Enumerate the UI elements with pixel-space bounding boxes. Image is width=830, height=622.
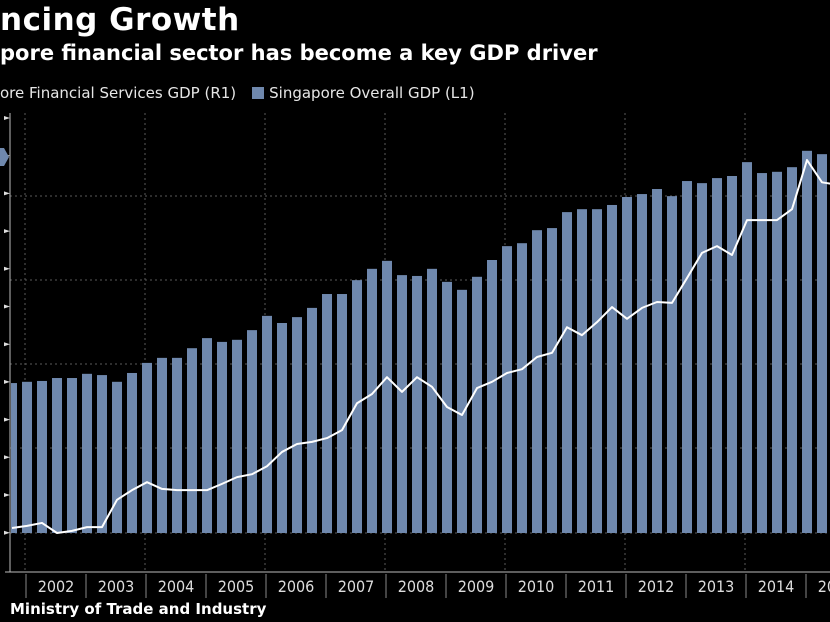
bar-2012Q3 — [652, 189, 662, 533]
bar-2013Q3 — [712, 178, 722, 533]
bar-2002Q4 — [67, 378, 77, 533]
x-tick-label: 2002 — [38, 577, 75, 596]
chart-title: ncing Growth — [0, 2, 240, 38]
legend-item-overall-gdp: Singapore Overall GDP (L1) — [269, 84, 475, 102]
x-tick-label: 2008 — [398, 577, 435, 596]
y-axis-tick — [4, 116, 10, 120]
x-tick-label: 2005 — [218, 577, 255, 596]
bar-2002Q3 — [52, 378, 62, 533]
x-tick-label: 2013 — [698, 577, 735, 596]
bar-2010Q3 — [532, 230, 542, 533]
y-axis-tick — [4, 530, 10, 535]
y-axis-tick — [4, 493, 10, 497]
legend: ore Financial Services GDP (R1) Singapor… — [0, 84, 475, 102]
bar-2010Q1 — [502, 246, 512, 533]
bar-2008Q3 — [412, 275, 422, 533]
chart-svg: 2002 2003 2004 2005 2006 2007 2008 2009 2010 2011… — [0, 113, 830, 598]
bar-2005Q2 — [217, 341, 227, 533]
bar-2015Q1 — [802, 150, 812, 534]
y-axis-tick — [4, 417, 10, 422]
bar-2010Q2 — [517, 243, 527, 533]
y-axis-tick — [4, 379, 10, 384]
last-value-marker-icon — [0, 148, 9, 166]
y-axis-tick — [4, 266, 10, 271]
line-financial-services-gdp — [11, 159, 830, 534]
bar-2008Q1 — [382, 260, 392, 533]
bar-2014Q3 — [772, 171, 782, 534]
axes — [0, 113, 830, 573]
bar-2005Q4 — [247, 330, 257, 533]
legend-item-financial-services: ore Financial Services GDP (R1) — [0, 84, 237, 102]
x-tick-label: 2004 — [158, 577, 195, 596]
x-tick-label: 2006 — [278, 577, 315, 596]
y-axis-tick — [4, 229, 10, 234]
bar-2014Q1 — [742, 162, 752, 533]
bar-2013Q4 — [727, 176, 737, 533]
y-axis-tick — [4, 342, 10, 347]
bar-2001Q4 — [11, 383, 17, 533]
bar-2009Q4 — [487, 260, 497, 533]
bar-2012Q1 — [622, 197, 632, 533]
bar-2013Q2 — [697, 183, 707, 533]
bar-2009Q3 — [472, 276, 482, 533]
bar-2010Q4 — [547, 228, 557, 533]
bar-2005Q1 — [202, 338, 212, 533]
bar-2002Q1 — [22, 381, 32, 533]
bar-2003Q3 — [112, 381, 122, 533]
bar-2006Q1 — [262, 315, 272, 533]
bar-2003Q2 — [97, 375, 107, 533]
bar-2011Q1 — [562, 212, 572, 533]
bar-2012Q4 — [667, 196, 677, 533]
bar-2011Q2 — [577, 209, 587, 533]
bar-2007Q4 — [367, 268, 377, 533]
bar-2012Q2 — [637, 194, 647, 533]
x-tick-label: 2007 — [338, 577, 375, 596]
bar-2011Q3 — [592, 209, 602, 533]
x-tick-label: 2015 — [818, 577, 830, 596]
bar-2009Q2 — [457, 289, 467, 533]
bar-2002Q2 — [37, 380, 47, 533]
bar-2006Q2 — [277, 323, 287, 533]
x-axis-labels: 2002 2003 2004 2005 2006 2007 2008 2009 2010 2011… — [25, 574, 830, 598]
x-tick-label: 2011 — [578, 577, 615, 596]
bar-2007Q3 — [352, 280, 362, 533]
bar-2006Q3 — [292, 317, 302, 533]
source-note: Ministry of Trade and Industry — [10, 600, 267, 618]
x-tick-label: 2012 — [638, 577, 675, 596]
x-tick-label: 2003 — [98, 577, 135, 596]
bar-2013Q1 — [682, 181, 692, 534]
bar-2005Q3 — [232, 339, 242, 533]
bar-2004Q4 — [187, 348, 197, 533]
bar-2014Q2 — [757, 173, 767, 533]
y-axis-tick — [4, 191, 10, 196]
bar-2003Q4 — [127, 372, 137, 533]
bar-2004Q3 — [172, 357, 182, 533]
chart-subtitle: pore financial sector has become a key G… — [0, 41, 598, 65]
bar-2006Q4 — [307, 307, 317, 533]
x-tick-label: 2009 — [458, 577, 495, 596]
x-tick-label: 2010 — [518, 577, 555, 596]
y-axis-tick — [4, 455, 10, 460]
y-axis-tick — [4, 304, 10, 309]
bar-series-overall-gdp — [11, 150, 827, 534]
legend-swatch-overall-gdp — [252, 87, 265, 99]
bar-2007Q2 — [337, 294, 347, 533]
bar-2008Q4 — [427, 268, 437, 533]
bar-2015Q2 — [817, 154, 827, 533]
bar-2003Q1 — [82, 373, 92, 533]
bar-2014Q4 — [787, 167, 797, 533]
bar-2004Q1 — [142, 362, 152, 533]
bar-2004Q2 — [157, 357, 167, 533]
bar-2008Q2 — [397, 275, 407, 533]
bar-2011Q4 — [607, 204, 617, 534]
line-series-financial-services — [11, 159, 830, 534]
bar-2007Q1 — [322, 294, 332, 533]
x-tick-label: 2014 — [758, 577, 795, 596]
